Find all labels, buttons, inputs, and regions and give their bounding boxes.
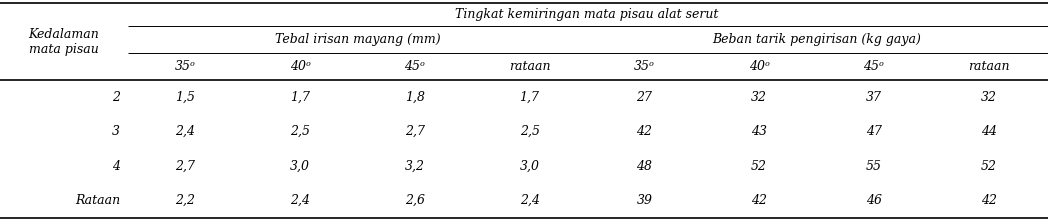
Text: 2,2: 2,2 [175, 194, 195, 207]
Text: 32: 32 [981, 91, 997, 104]
Text: rataan: rataan [968, 60, 1009, 73]
Text: 43: 43 [751, 125, 767, 138]
Text: 1,5: 1,5 [175, 91, 195, 104]
Text: 1,7: 1,7 [520, 91, 540, 104]
Text: 52: 52 [981, 160, 997, 173]
Text: 27: 27 [636, 91, 652, 104]
Text: 35ᵒ: 35ᵒ [175, 60, 196, 73]
Text: 3,2: 3,2 [405, 160, 424, 173]
Text: 45ᵒ: 45ᵒ [405, 60, 425, 73]
Text: Tingkat kemiringan mata pisau alat serut: Tingkat kemiringan mata pisau alat serut [455, 8, 719, 21]
Text: 2,6: 2,6 [405, 194, 424, 207]
Text: rataan: rataan [509, 60, 550, 73]
Text: 45ᵒ: 45ᵒ [864, 60, 885, 73]
Text: 2: 2 [112, 91, 121, 104]
Text: 4: 4 [112, 160, 121, 173]
Text: 55: 55 [866, 160, 881, 173]
Text: Tebal irisan mayang (mm): Tebal irisan mayang (mm) [275, 33, 440, 46]
Text: 2,4: 2,4 [175, 125, 195, 138]
Text: 35ᵒ: 35ᵒ [634, 60, 655, 73]
Text: Rataan: Rataan [74, 194, 121, 207]
Text: 2,4: 2,4 [520, 194, 540, 207]
Text: 32: 32 [751, 91, 767, 104]
Text: 42: 42 [636, 125, 652, 138]
Text: 46: 46 [866, 194, 881, 207]
Text: 3: 3 [112, 125, 121, 138]
Text: 48: 48 [636, 160, 652, 173]
Text: 2,5: 2,5 [520, 125, 540, 138]
Text: 40ᵒ: 40ᵒ [748, 60, 769, 73]
Text: Kedalaman
mata pisau: Kedalaman mata pisau [28, 28, 100, 56]
Text: 42: 42 [751, 194, 767, 207]
Text: 39: 39 [636, 194, 652, 207]
Text: 47: 47 [866, 125, 881, 138]
Text: 1,8: 1,8 [405, 91, 424, 104]
Text: 1,7: 1,7 [290, 91, 310, 104]
Text: 44: 44 [981, 125, 997, 138]
Text: 2,7: 2,7 [175, 160, 195, 173]
Text: 2,7: 2,7 [405, 125, 424, 138]
Text: 40ᵒ: 40ᵒ [289, 60, 310, 73]
Text: 3,0: 3,0 [520, 160, 540, 173]
Text: 2,5: 2,5 [290, 125, 310, 138]
Text: 37: 37 [866, 91, 881, 104]
Text: 52: 52 [751, 160, 767, 173]
Text: 3,0: 3,0 [290, 160, 310, 173]
Text: 2,4: 2,4 [290, 194, 310, 207]
Text: Beban tarik pengirisan (kg gaya): Beban tarik pengirisan (kg gaya) [712, 33, 921, 46]
Text: 42: 42 [981, 194, 997, 207]
